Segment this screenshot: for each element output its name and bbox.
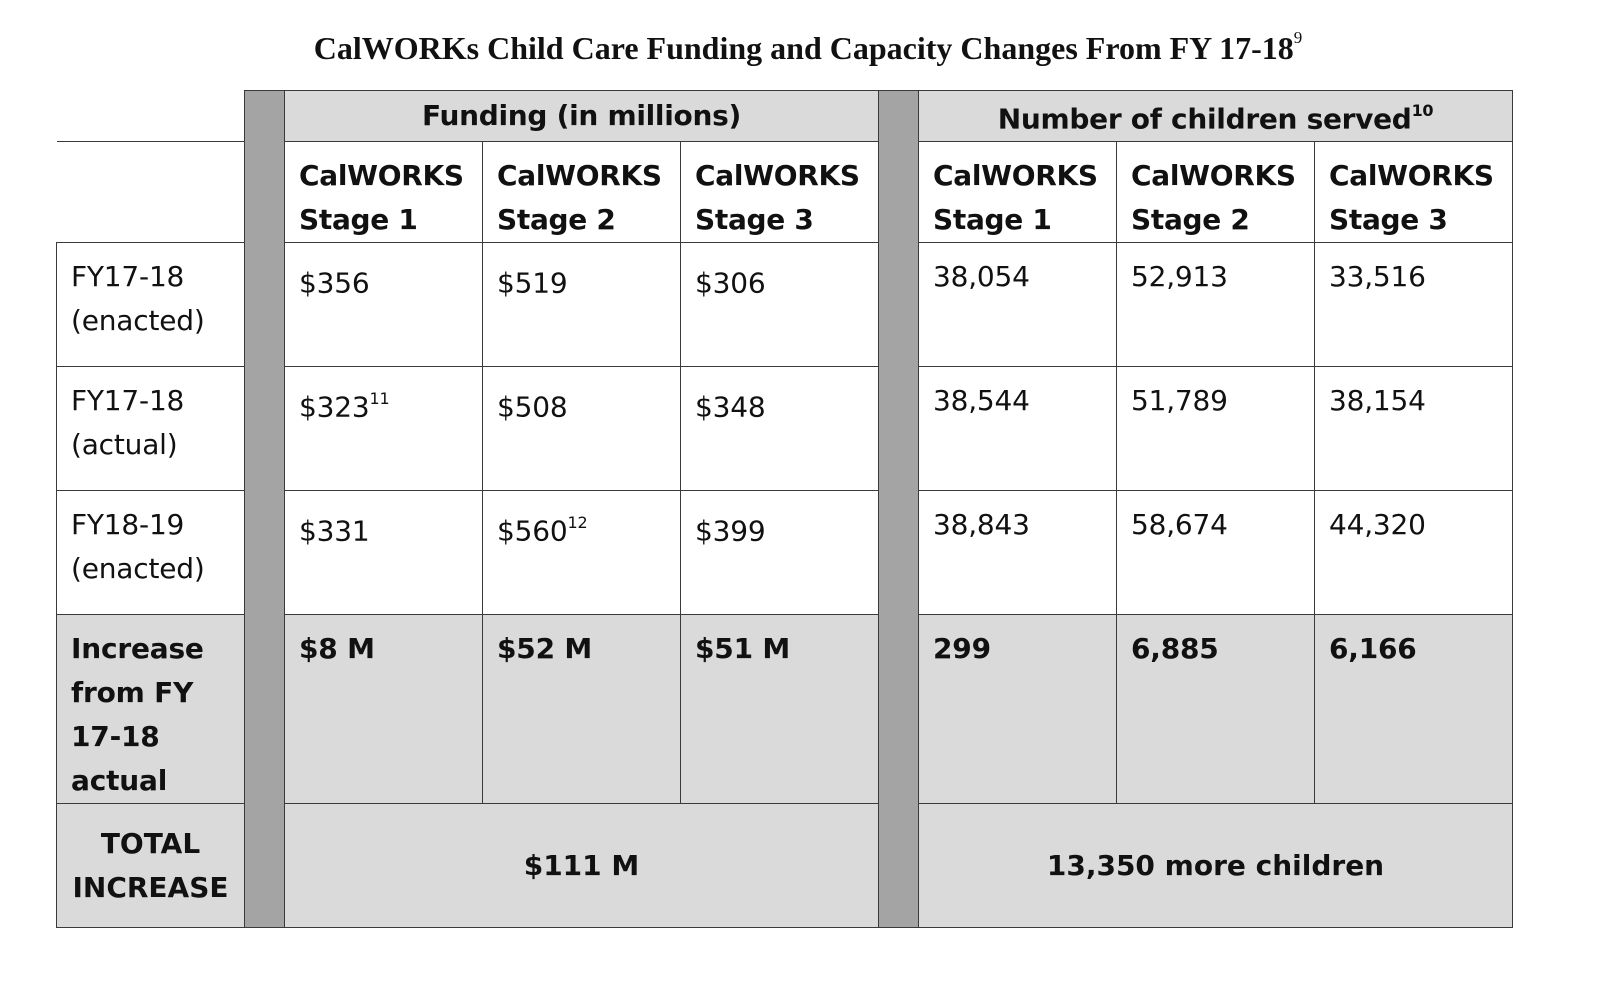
increase-row: Increase from FY 17-18 actual $8 M $52 M $5… — [56, 614, 1513, 805]
row-label-line2: (enacted) — [71, 552, 205, 586]
header-line1: CalWORKS — [299, 159, 464, 193]
increase-funding-stage1: $8 M — [284, 614, 483, 805]
header-line1: CalWORKS — [1131, 159, 1296, 193]
increase-children-stage1: 299 — [918, 614, 1117, 805]
children-stage3-header: CalWORKS Stage 3 — [1314, 141, 1513, 244]
funding-stage2-cell: $508 — [482, 366, 681, 492]
total-label-line2: INCREASE — [72, 870, 229, 904]
children-stage3-cell: 44,320 — [1314, 490, 1513, 616]
children-footnote: 10 — [1411, 101, 1434, 120]
children-stage1-cell: 38,843 — [918, 490, 1117, 616]
header-line1: CalWORKS — [497, 159, 662, 193]
cell-value: $560 — [497, 514, 568, 548]
corner-blank — [56, 90, 245, 143]
divider-left — [244, 89, 285, 929]
funding-stage1-cell: $356 — [284, 242, 483, 368]
cell-value: $508 — [497, 390, 568, 424]
increase-label-line: Increase — [71, 632, 204, 666]
header-line2: Stage 1 — [299, 203, 418, 237]
children-stage3-cell: 33,516 — [1314, 242, 1513, 368]
total-row: TOTAL INCREASE $111 M 13,350 more childre… — [56, 803, 1513, 929]
funding-stage2-header: CalWORKS Stage 2 — [482, 141, 681, 244]
total-funding-increase: $111 M — [284, 803, 879, 929]
divider-middle — [878, 89, 919, 929]
row-label-line1: FY17-18 — [71, 260, 185, 294]
row-label-line2: (actual) — [71, 428, 178, 462]
total-label-line1: TOTAL — [100, 826, 201, 860]
funding-stage1-cell: $32311 — [284, 366, 483, 492]
children-stage1-cell: 38,544 — [918, 366, 1117, 492]
table-title: CalWORKs Child Care Funding and Capacity… — [0, 28, 1616, 67]
header-line2: Stage 2 — [1131, 203, 1250, 237]
table-title-text: CalWORKs Child Care Funding and Capacity… — [313, 30, 1294, 66]
cell-value: $323 — [299, 390, 370, 424]
cell-footnote: 11 — [369, 389, 390, 409]
funding-stage3-cell: $399 — [680, 490, 879, 616]
group-header-row: Funding (in millions) Number of children… — [56, 89, 1513, 929]
header-line2: Stage 3 — [1329, 203, 1448, 237]
children-stage2-header: CalWORKS Stage 2 — [1116, 141, 1315, 244]
header-line1: CalWORKS — [695, 159, 860, 193]
funding-stage3-cell: $306 — [680, 242, 879, 368]
funding-group-header: Funding (in millions) — [284, 89, 879, 143]
children-stage2-cell: 58,674 — [1116, 490, 1315, 616]
funding-stage2-cell: $519 — [482, 242, 681, 368]
total-children-increase: 13,350 more children — [918, 803, 1513, 929]
cell-footnote: 12 — [567, 513, 588, 533]
funding-stage1-cell: $331 — [284, 490, 483, 616]
increase-label-line: actual — [71, 764, 168, 798]
table-row: FY17-18 (actual) $32311 $508 $348 38,544 … — [56, 366, 1513, 492]
title-footnote: 9 — [1293, 28, 1303, 48]
row-label: FY18-19 (enacted) — [56, 490, 245, 616]
row-label: FY17-18 (enacted) — [56, 242, 245, 368]
row-label-line1: FY18-19 — [71, 508, 185, 542]
header-line2: Stage 2 — [497, 203, 616, 237]
cell-value: $519 — [497, 266, 568, 300]
cell-value: $331 — [299, 514, 370, 548]
row-label-line2: (enacted) — [71, 304, 205, 338]
table-row: FY17-18 (enacted) $356 $519 $306 38,054 5… — [56, 242, 1513, 368]
column-header-row: CalWORKS Stage 1 CalWORKS Stage 2 CalWORKS… — [56, 141, 1513, 244]
children-group-label: Number of children served — [997, 102, 1412, 136]
children-stage3-cell: 38,154 — [1314, 366, 1513, 492]
increase-label-line: from FY — [71, 676, 194, 710]
funding-group-label: Funding (in millions) — [422, 99, 741, 133]
row-label-line1: FY17-18 — [71, 384, 185, 418]
header-line2: Stage 3 — [695, 203, 814, 237]
funding-stage3-header: CalWORKS Stage 3 — [680, 141, 879, 244]
children-group-header: Number of children served10 — [918, 89, 1513, 143]
funding-stage1-header: CalWORKS Stage 1 — [284, 141, 483, 244]
children-stage2-cell: 51,789 — [1116, 366, 1315, 492]
header-line1: CalWORKS — [933, 159, 1098, 193]
corner-blank-2 — [56, 141, 245, 244]
header-line1: CalWORKS — [1329, 159, 1494, 193]
increase-children-stage2: 6,885 — [1116, 614, 1315, 805]
children-stage1-header: CalWORKS Stage 1 — [918, 141, 1117, 244]
children-stage1-cell: 38,054 — [918, 242, 1117, 368]
increase-funding-stage2: $52 M — [482, 614, 681, 805]
header-line2: Stage 1 — [933, 203, 1052, 237]
total-label: TOTAL INCREASE — [56, 803, 245, 929]
table-row: FY18-19 (enacted) $331 $56012 $399 38,843… — [56, 490, 1513, 616]
increase-label: Increase from FY 17-18 actual — [56, 614, 245, 805]
children-stage2-cell: 52,913 — [1116, 242, 1315, 368]
increase-children-stage3: 6,166 — [1314, 614, 1513, 805]
increase-funding-stage3: $51 M — [680, 614, 879, 805]
cell-value: $348 — [695, 390, 766, 424]
funding-stage3-cell: $348 — [680, 366, 879, 492]
cell-value: $356 — [299, 266, 370, 300]
cell-value: $399 — [695, 514, 766, 548]
calworks-table: Funding (in millions) Number of children… — [56, 89, 1513, 929]
row-label: FY17-18 (actual) — [56, 366, 245, 492]
increase-label-line: 17-18 — [71, 720, 160, 754]
funding-stage2-cell: $56012 — [482, 490, 681, 616]
cell-value: $306 — [695, 266, 766, 300]
